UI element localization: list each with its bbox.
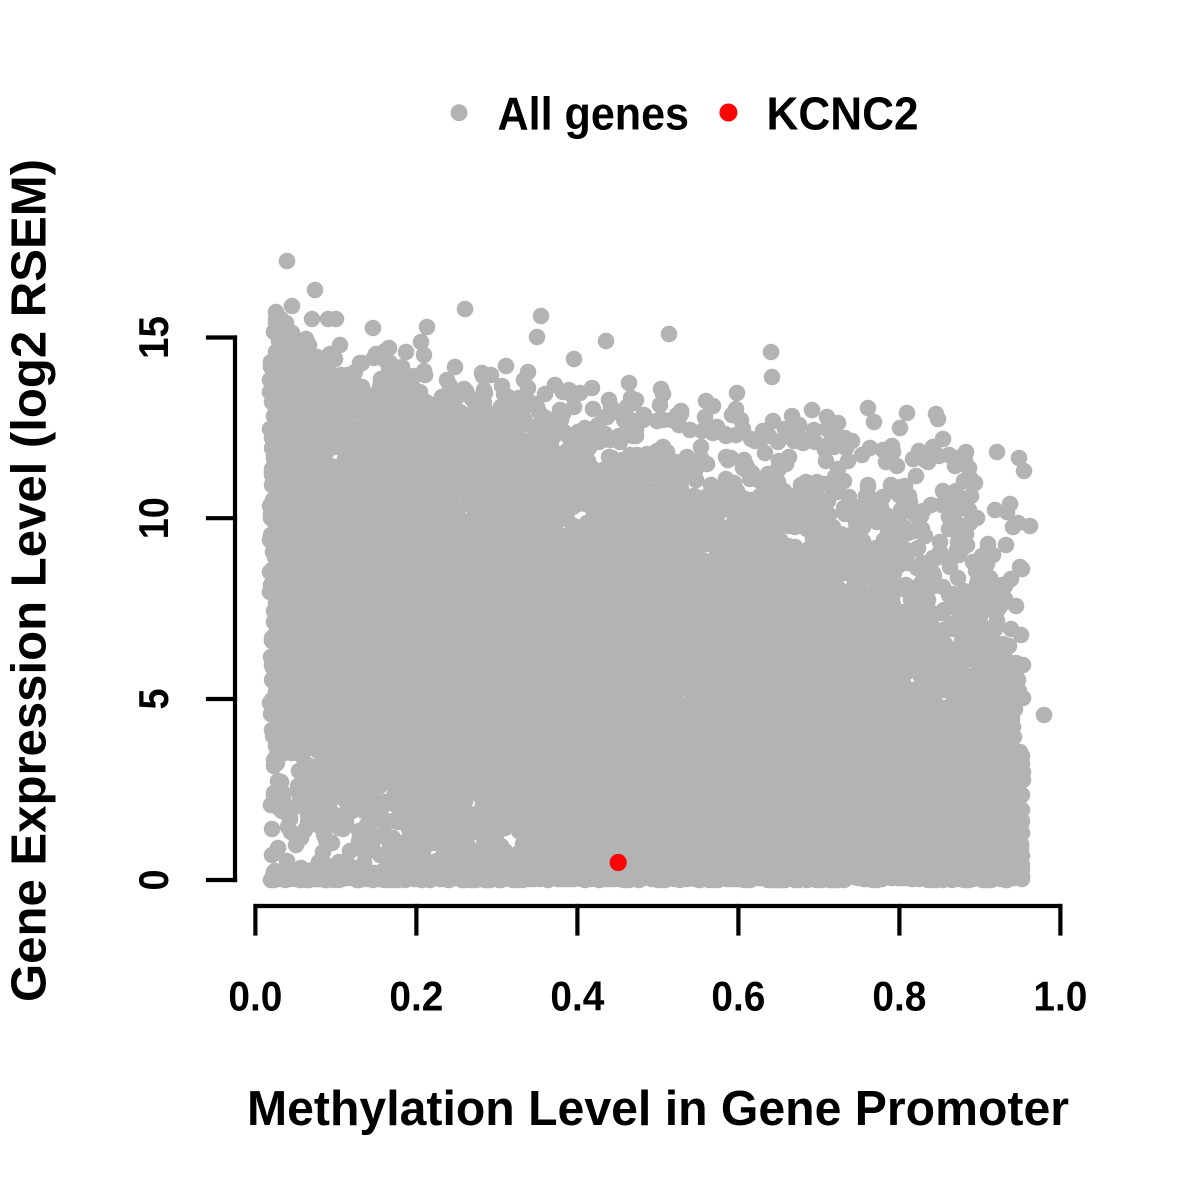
svg-text:Gene Expression Level (log2 RS: Gene Expression Level (log2 RSEM) [3,159,57,1002]
svg-text:0: 0 [130,870,177,891]
svg-text:0.4: 0.4 [550,973,605,1020]
svg-text:10: 10 [130,497,177,539]
svg-text:1.0: 1.0 [1033,973,1087,1020]
svg-text:15: 15 [130,316,177,359]
svg-text:All genes: All genes [498,88,690,140]
svg-text:0.6: 0.6 [711,973,765,1020]
svg-text:Methylation Level in Gene Prom: Methylation Level in Gene Promoter [247,1082,1069,1136]
svg-text:0.8: 0.8 [872,973,926,1020]
svg-text:KCNC2: KCNC2 [767,88,919,140]
svg-text:0.0: 0.0 [228,973,282,1020]
svg-text:0.2: 0.2 [389,973,443,1020]
svg-text:5: 5 [130,689,177,710]
